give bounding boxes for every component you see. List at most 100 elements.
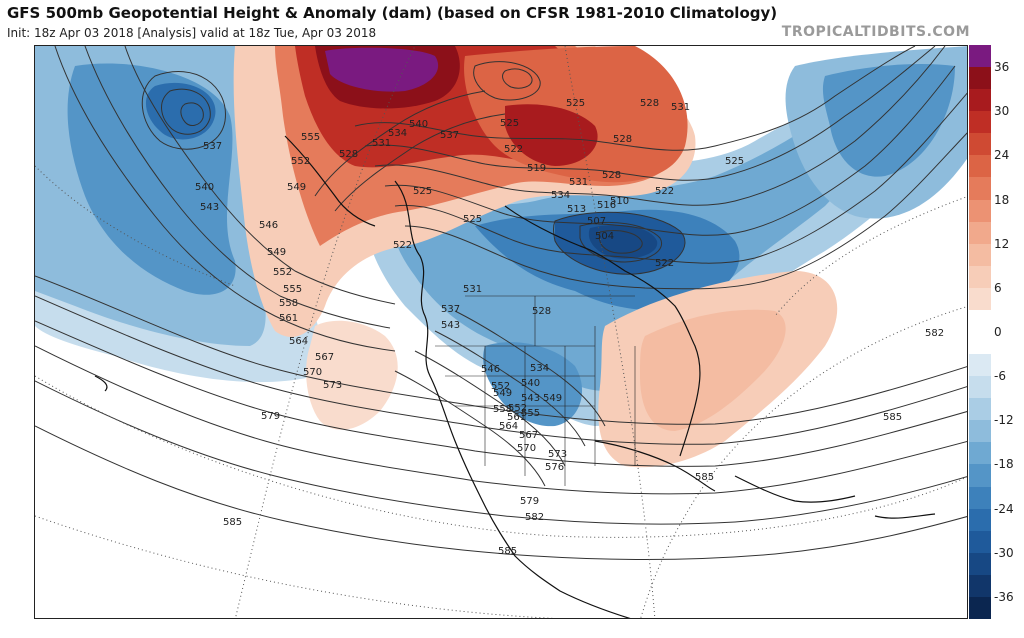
colorbar-tick-label: -36: [994, 589, 1014, 604]
contour-label: 525: [413, 186, 432, 197]
contour-label: 543: [521, 393, 540, 404]
contour-label: 561: [507, 412, 526, 423]
coastlines: [94, 135, 936, 618]
atlantic-trough-dark: [822, 64, 955, 177]
state-borders: [435, 295, 636, 486]
contour-label: 555: [521, 408, 540, 419]
contour-label: 531: [569, 177, 588, 188]
contour-label: 546: [259, 220, 278, 231]
southern-plains-blue: [483, 342, 583, 427]
colorbar-segment: [969, 309, 991, 355]
colorbar-segment: [969, 464, 991, 487]
contour-label: 573: [323, 380, 342, 391]
contour-label: 585: [223, 517, 242, 528]
colorbar-segment: [969, 596, 991, 619]
contour-label: 570: [303, 367, 322, 378]
colorbar-segment: [969, 155, 991, 178]
contour-label: 537: [440, 130, 459, 141]
colorbar-segment: [969, 111, 991, 134]
colorbar-segment: [969, 199, 991, 222]
colorbar-segment: [969, 67, 991, 90]
colorbar-labels: 36 30 24 18 12 6 0 -6 -12 -18 -24 -30 -36: [994, 45, 1024, 619]
contour-label: 507: [587, 216, 606, 227]
colorbar-tick-label: 6: [994, 280, 1002, 295]
contour-label: 522: [655, 186, 674, 197]
colorbar-segment: [969, 574, 991, 597]
contour-label: 567: [519, 430, 538, 441]
contour-label: 543: [441, 320, 460, 331]
contour-label: 579: [520, 496, 539, 507]
colorbar-tick-label: -6: [994, 369, 1006, 384]
colorbar-segment: [969, 530, 991, 553]
colorbar-tick-label: -30: [994, 545, 1014, 560]
contour-label: 555: [301, 132, 320, 143]
colorbar-tick-label: -18: [994, 457, 1014, 472]
contour-label: 576: [545, 462, 564, 473]
contour-label: 513: [567, 204, 586, 215]
contour-label: 522: [393, 240, 412, 251]
contour-label: 528: [339, 149, 358, 160]
contour-label: 585: [498, 546, 517, 557]
contour-label: 510: [610, 196, 629, 207]
site-watermark: TROPICALTIDBITS.COM: [781, 24, 970, 40]
colorbar-segment: [969, 508, 991, 531]
contour-label: 540: [195, 182, 214, 193]
colorbar-tick-label: 12: [994, 236, 1010, 251]
contour-label: 531: [372, 138, 391, 149]
contour-label: 540: [409, 119, 428, 130]
contour-label: 525: [463, 214, 482, 225]
contour-label: 534: [530, 363, 549, 374]
contour-label: 558: [279, 298, 298, 309]
colorbar-segment: [969, 45, 991, 68]
contour-label: 564: [289, 336, 308, 347]
colorbar-segment: [969, 486, 991, 509]
contour-label: 543: [200, 202, 219, 213]
colorbar-segment: [969, 221, 991, 244]
contour-label: 531: [463, 284, 482, 295]
contour-label: 522: [504, 144, 523, 155]
colorbar-tick-label: 30: [994, 104, 1010, 119]
east-us-ridge-inner: [640, 309, 786, 431]
contour-label: 552: [508, 403, 527, 414]
contour-label: 549: [493, 388, 512, 399]
contour-label: 522: [655, 258, 674, 269]
contour-label: 579: [261, 411, 280, 422]
contour-label: 519: [527, 163, 546, 174]
map-subtitle: Init: 18z Apr 03 2018 [Analysis] valid a…: [7, 26, 377, 40]
colorbar-segment: [969, 287, 991, 310]
contour-label: 582: [925, 328, 944, 339]
colorbar-segment: [969, 376, 991, 399]
contour-label: 537: [441, 304, 460, 315]
colorbar-segment: [969, 133, 991, 156]
contour-label: 528: [613, 134, 632, 145]
contour-label: 549: [267, 247, 286, 258]
hudson-low-inner: [588, 224, 658, 259]
colorbar-tick-label: -12: [994, 413, 1014, 428]
contour-label: 525: [725, 156, 744, 167]
map-graphic: 537 540 543 546 549 552 555 558 561 564 …: [35, 46, 967, 618]
colorbar-tick-label: 0: [994, 325, 1002, 339]
contour-label: 540: [521, 378, 540, 389]
contour-label: 558: [493, 404, 512, 415]
contour-label: 528: [640, 98, 659, 109]
contour-label: 546: [481, 364, 500, 375]
contour-label: 528: [532, 306, 551, 317]
contour-label: 504: [595, 231, 614, 242]
contour-label: 564: [499, 421, 518, 432]
colorbar-tick-label: 18: [994, 192, 1010, 207]
colorbar-segment: [969, 354, 991, 377]
contour-label: 525: [500, 118, 519, 129]
contour-labels: 537 540 543 546 549 552 555 558 561 564 …: [195, 98, 944, 557]
colorbar-segment: [969, 398, 991, 421]
greenland-ridge-core: [505, 104, 598, 166]
map-title: GFS 500mb Geopotential Height & Anomaly …: [7, 4, 778, 22]
contour-label: 534: [551, 190, 570, 201]
contour-label: 552: [491, 381, 510, 392]
contour-label: 549: [543, 393, 562, 404]
colorbar-segment: [969, 89, 991, 112]
anomaly-colorbar: [969, 45, 991, 619]
contour-label: 525: [566, 98, 585, 109]
colorbar-segment: [969, 420, 991, 443]
contour-label: 570: [517, 443, 536, 454]
anomaly-map: 537 540 543 546 549 552 555 558 561 564 …: [34, 45, 968, 619]
